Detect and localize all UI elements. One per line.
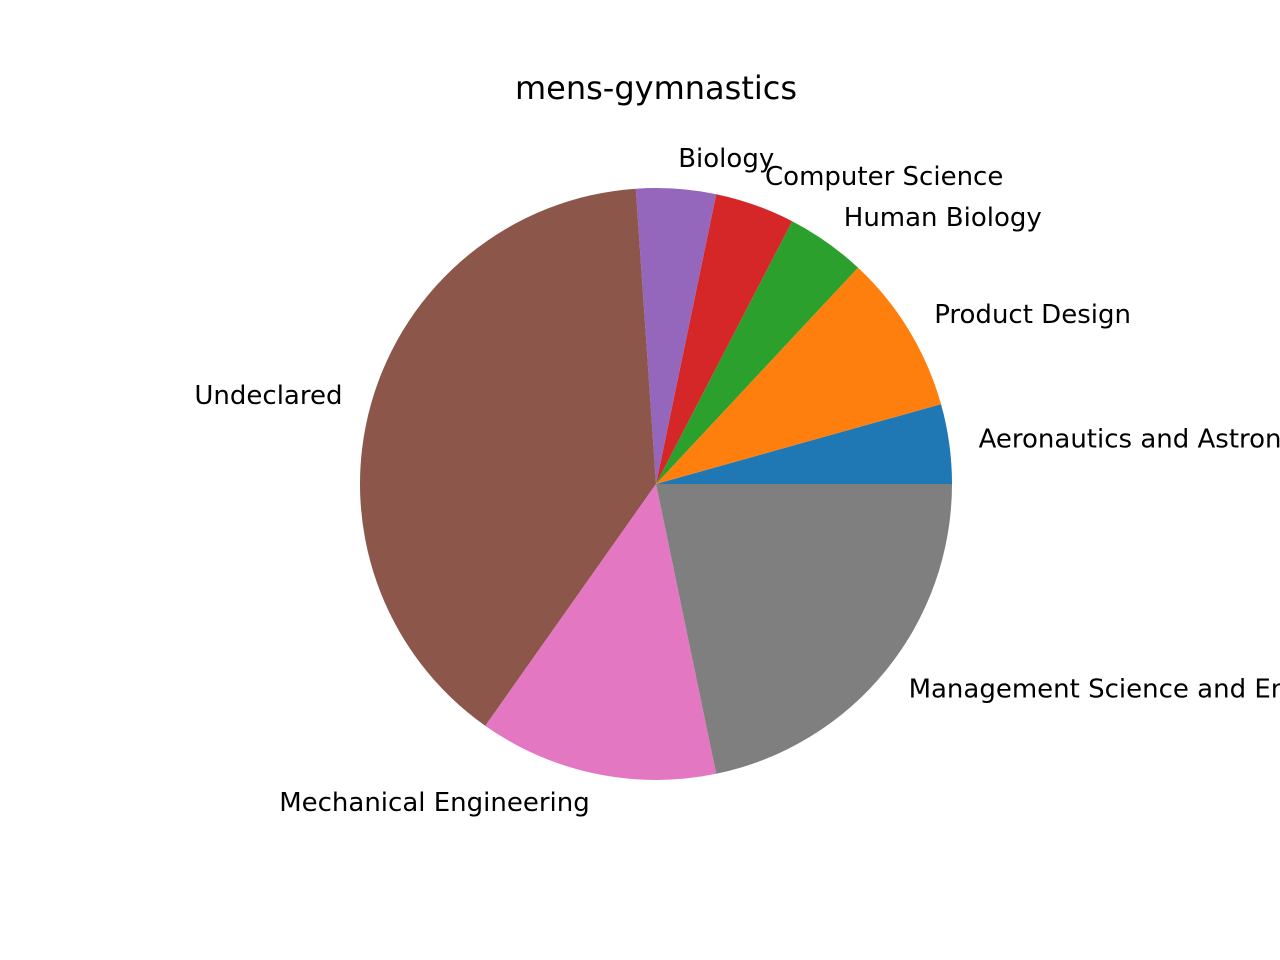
pie-slice-biology (635, 187, 717, 484)
slice-label-mechanical-engineering: Mechanical Engineering (279, 788, 590, 818)
pie-slice-aeronautics-and-astronautics (656, 404, 952, 484)
slice-label-human-biology: Human Biology (844, 203, 1042, 233)
pie-slice-mechanical-engineering (485, 484, 717, 781)
pie-slices (360, 187, 952, 781)
slice-label-management-science-and-engineering: Management Science and Engineering (909, 674, 1280, 704)
pie-slice-undeclared (360, 188, 656, 726)
slice-label-aeronautics-and-astronautics: Aeronautics and Astronautics (979, 425, 1280, 455)
slice-label-biology: Biology (678, 144, 774, 174)
slice-label-undeclared: Undeclared (194, 381, 342, 411)
pie-slice-management-science-and-engineering (656, 484, 952, 774)
slice-label-product-design: Product Design (934, 300, 1131, 330)
slice-label-computer-science: Computer Science (765, 162, 1003, 192)
pie-slice-product-design (656, 267, 942, 484)
chart-title: mens-gymnastics (515, 69, 797, 107)
pie-slice-computer-science (656, 194, 793, 484)
pie-labels: Aeronautics and Astronautics Product Desi… (194, 144, 1280, 818)
pie-slice-human-biology (656, 221, 859, 484)
